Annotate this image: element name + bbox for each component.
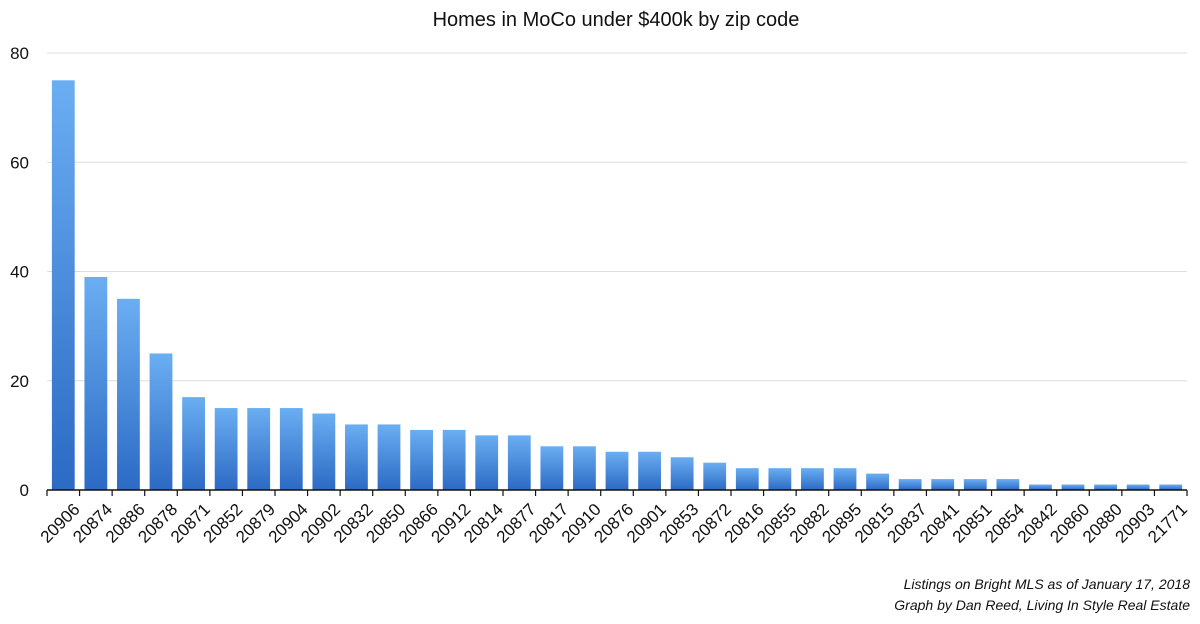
bars — [51, 80, 1183, 491]
y-axis-ticks: 0 20 40 60 80 — [10, 44, 29, 500]
bar-20901 — [638, 451, 661, 490]
y-tick-label: 80 — [10, 44, 29, 63]
bar-20871 — [182, 397, 205, 490]
footer-source: Listings on Bright MLS as of January 17,… — [904, 576, 1191, 592]
bar-20880 — [1094, 484, 1117, 490]
bar-20910 — [573, 446, 596, 490]
bar-20816 — [735, 468, 759, 490]
bar-21771 — [1159, 484, 1183, 490]
bar-20817 — [540, 446, 564, 490]
bar-20895 — [833, 468, 857, 490]
bar-20906 — [51, 80, 75, 490]
bar-20851 — [963, 479, 987, 490]
bar-20882 — [801, 468, 824, 490]
bar-20855 — [768, 468, 792, 490]
bar-20860 — [1061, 484, 1085, 490]
bar-20872 — [703, 462, 727, 490]
bar-20902 — [312, 413, 336, 490]
bar-20904 — [279, 408, 303, 490]
bar-20854 — [996, 479, 1020, 490]
bar-20852 — [214, 408, 238, 490]
bar-20841 — [931, 479, 955, 490]
bar-20879 — [247, 408, 271, 490]
bar-20842 — [1029, 484, 1052, 490]
bar-20886 — [117, 298, 140, 490]
bar-20832 — [345, 424, 368, 490]
bar-20878 — [149, 353, 173, 490]
footer-credit: Graph by Dan Reed, Living In Style Real … — [894, 597, 1190, 613]
chart-title: Homes in MoCo under $400k by zip code — [433, 9, 800, 31]
bar-20814 — [475, 435, 499, 491]
y-tick-label: 60 — [10, 153, 29, 172]
y-tick-label: 20 — [10, 372, 29, 391]
y-tick-label: 0 — [20, 481, 29, 500]
bar-20877 — [507, 435, 531, 491]
bar-20815 — [866, 473, 889, 490]
bar-20866 — [410, 429, 433, 490]
gridlines — [47, 52, 1187, 382]
bar-20903 — [1126, 484, 1150, 490]
bar-20850 — [377, 424, 401, 490]
x-axis-ticks: 2090620874208862087820871208522087920904… — [37, 490, 1191, 547]
bar-20912 — [442, 429, 466, 490]
bar-20874 — [84, 276, 108, 490]
y-tick-label: 40 — [10, 263, 29, 282]
bar-20876 — [605, 451, 629, 490]
bar-20853 — [670, 457, 694, 490]
bar-20837 — [898, 479, 922, 490]
